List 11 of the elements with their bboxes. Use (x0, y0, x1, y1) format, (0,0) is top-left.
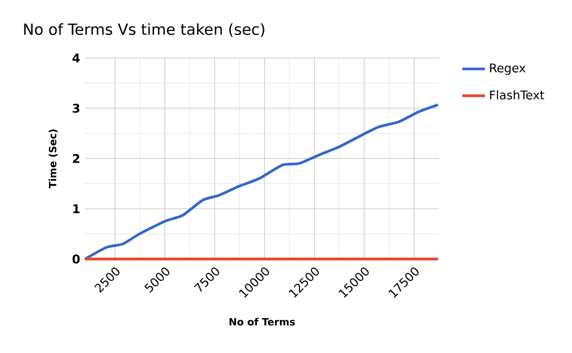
x-axis-title: No of Terms (230, 318, 295, 326)
y-tick-label: 0 (72, 254, 80, 264)
line-series (84, 103, 440, 260)
y-tick-label: 4 (72, 54, 80, 62)
chart-title: No of Terms Vs time taken (sec) (24, 23, 264, 37)
y-tick-label: 2 (72, 154, 80, 163)
legend-label: Regex (490, 64, 526, 75)
y-axis-title: Time (Sec) (48, 129, 58, 188)
y-tick-label: 1 (73, 204, 80, 214)
y-tick-label: 3 (72, 104, 80, 113)
legend-label: FlashText (490, 90, 544, 100)
